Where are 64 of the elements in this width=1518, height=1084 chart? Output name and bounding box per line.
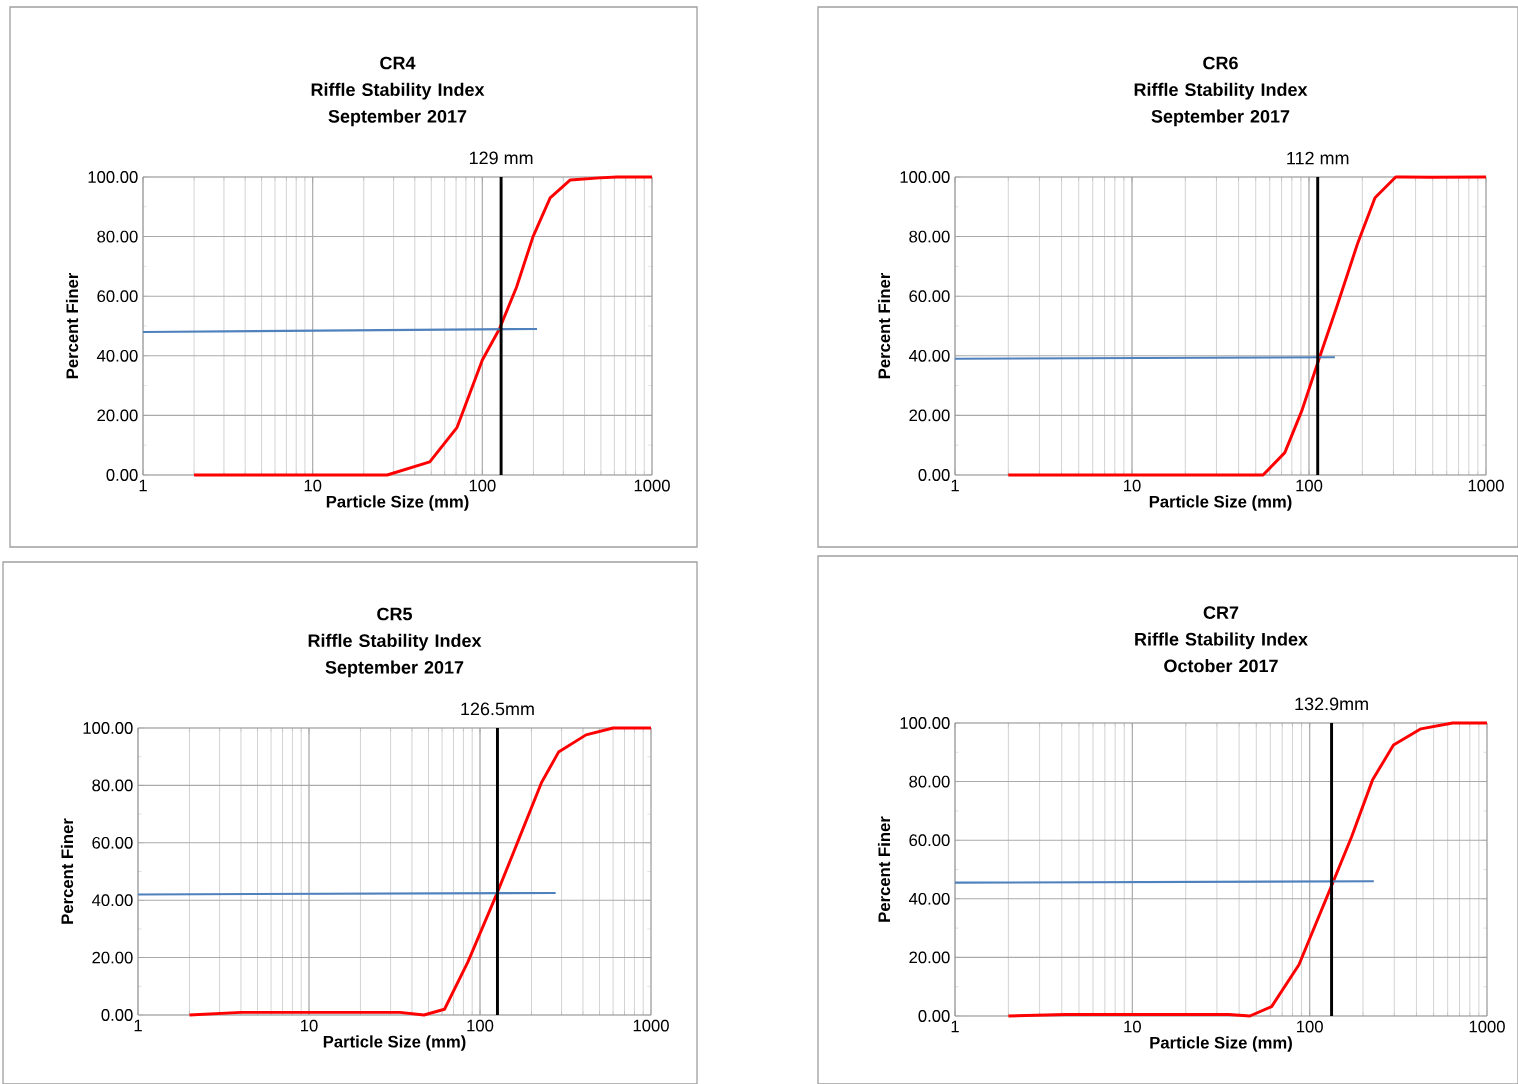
chart-subtitle: Riffle Stability Index — [311, 82, 485, 100]
y-tick-label: 0.00 — [101, 1009, 133, 1021]
y-tick-label: 80.00 — [97, 230, 138, 243]
x-tick-label: 100 — [467, 1019, 494, 1032]
x-tick-label: 10 — [1124, 479, 1141, 492]
y-tick-label: 100.00 — [900, 717, 950, 729]
x-tick-label: 1 — [134, 1019, 142, 1032]
x-tick-label: 1000 — [1468, 479, 1504, 492]
chart-subtitle: Riffle Stability Index — [1134, 82, 1308, 100]
x-axis-title: Particle Size (mm) — [323, 1035, 466, 1051]
y-tick-label: 20.00 — [97, 409, 138, 422]
y-tick-label: 40.00 — [908, 892, 950, 905]
y-tick-label: 80.00 — [909, 775, 950, 788]
chart-subtitle: Riffle Stability Index — [1135, 632, 1308, 650]
x-tick-label: 100 — [1297, 1020, 1323, 1033]
x-tick-label: 1 — [139, 479, 147, 492]
y-tick-label: 100.00 — [900, 171, 950, 183]
ref-line-label: 126.5mm — [461, 702, 534, 716]
x-tick-label: 1 — [951, 1020, 959, 1033]
y-axis-title: Percent Finer — [60, 818, 74, 924]
y-tick-label: 60.00 — [909, 290, 950, 303]
y-tick-label: 60.00 — [92, 836, 133, 849]
y-tick-label: 100.00 — [88, 171, 138, 183]
x-tick-label: 1 — [951, 479, 959, 492]
y-tick-label: 0.00 — [918, 1010, 950, 1022]
y-axis-title: Percent Finer — [877, 816, 891, 922]
y-tick-label: 0.00 — [106, 469, 138, 481]
x-tick-label: 1000 — [633, 1019, 669, 1032]
ref-line-label: 112 mm — [1287, 151, 1349, 165]
text: September 2017 — [1151, 109, 1290, 127]
chart-title: CR6 — [1203, 56, 1238, 70]
y-tick-label: 40.00 — [908, 349, 950, 362]
x-axis-title: Particle Size (mm) — [1150, 1036, 1292, 1052]
y-axis-title: Percent Finer — [877, 272, 891, 379]
chart-title: CR5 — [377, 607, 412, 621]
chart-title: CR7 — [1203, 606, 1239, 619]
text: October 2017 — [1164, 659, 1278, 673]
x-tick-label: 10 — [1124, 1020, 1141, 1033]
text: September 2017 — [328, 109, 467, 127]
x-axis-title: Particle Size (mm) — [326, 495, 469, 511]
y-tick-label: 20.00 — [92, 951, 133, 964]
ref-line-label: 132.9mm — [1295, 697, 1368, 711]
y-tick-label: 60.00 — [909, 834, 950, 847]
chart-title: CR4 — [380, 56, 416, 70]
x-tick-label: 100 — [1296, 479, 1323, 492]
y-tick-label: 80.00 — [909, 230, 950, 243]
x-tick-label: 1000 — [634, 479, 670, 492]
y-tick-label: 40.00 — [91, 894, 133, 907]
x-tick-label: 10 — [301, 1019, 318, 1032]
y-tick-label: 100.00 — [83, 722, 133, 734]
chart-subtitle: Riffle Stability Index — [308, 633, 482, 651]
y-tick-label: 20.00 — [909, 951, 950, 964]
ref-line-label: 129 mm — [469, 151, 533, 165]
y-axis-title: Percent Finer — [65, 272, 79, 379]
text: September 2017 — [325, 660, 464, 678]
x-axis-title: Particle Size (mm) — [1149, 495, 1292, 511]
y-tick-label: 20.00 — [909, 409, 950, 422]
x-tick-label: 1000 — [1469, 1020, 1505, 1033]
y-tick-label: 60.00 — [97, 290, 138, 303]
x-tick-label: 100 — [469, 479, 496, 492]
y-tick-label: 40.00 — [96, 349, 138, 362]
y-tick-label: 80.00 — [92, 779, 133, 792]
y-tick-label: 0.00 — [918, 469, 950, 481]
x-tick-label: 10 — [304, 479, 322, 492]
